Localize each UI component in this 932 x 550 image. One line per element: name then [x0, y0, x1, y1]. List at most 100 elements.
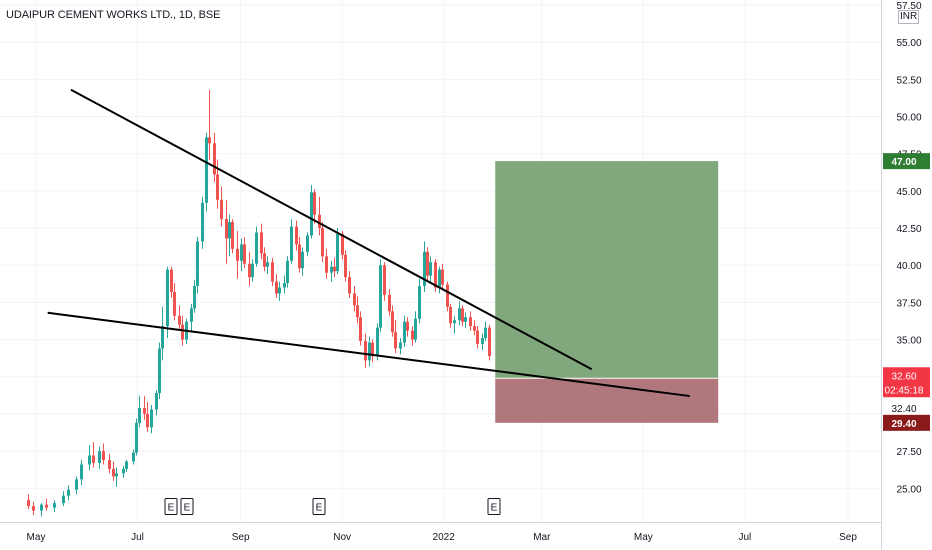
candle-body: [143, 407, 146, 414]
countdown-text: 02:45:18: [885, 385, 924, 396]
trendlines[interactable]: [47, 88, 691, 398]
candle-body: [205, 137, 208, 203]
candle-body: [40, 504, 43, 511]
candle-body: [138, 407, 141, 423]
entry-price-label-bg: [883, 400, 930, 417]
time-tick-label: Jul: [131, 532, 144, 543]
price-labels: 47.00 32.60 02:45:18 32.40 29.40: [883, 153, 930, 431]
candle-body: [399, 342, 402, 349]
candle-body: [53, 503, 56, 508]
candle-body: [231, 222, 234, 249]
candle-body: [318, 214, 321, 229]
candle-body: [220, 199, 223, 220]
target-zone[interactable]: [495, 161, 719, 379]
candle-body: [379, 265, 382, 328]
candle-body: [67, 489, 70, 496]
candle-body: [80, 464, 83, 480]
candle-body: [336, 233, 339, 272]
candle-body: [243, 244, 246, 264]
candle-body: [178, 315, 181, 325]
price-tick-label: 52.50: [896, 75, 921, 86]
candle-body: [286, 260, 289, 284]
trendline-lower[interactable]: [47, 311, 691, 398]
price-tick-label: 27.50: [896, 447, 921, 458]
candle-body: [146, 413, 149, 428]
time-axis[interactable]: May Jul Sep Nov 2022 Mar May Jul Sep: [0, 522, 881, 550]
candle-body: [201, 202, 204, 242]
price-tick-label: 57.50: [896, 1, 921, 12]
candle-body: [423, 251, 426, 287]
candle-body: [255, 232, 258, 264]
candle-body: [283, 283, 286, 288]
candle-body: [348, 277, 351, 294]
price-tick-label: 40.00: [896, 261, 921, 272]
candle-body: [295, 226, 298, 245]
candle-body: [414, 318, 417, 340]
currency-badge[interactable]: INR: [898, 10, 920, 24]
candle-body: [321, 228, 324, 257]
candle-body: [446, 284, 449, 307]
candle-body: [371, 342, 374, 356]
candle-body: [236, 248, 239, 261]
candle-body: [488, 327, 491, 356]
time-axis-background: [0, 522, 881, 550]
earnings-marker-box: [487, 498, 501, 515]
candle-body: [190, 308, 193, 322]
time-tick-label: 2022: [433, 532, 456, 543]
target-price-label-bg: [883, 153, 930, 170]
candle-body: [368, 342, 371, 361]
candle-body: [32, 506, 35, 511]
candle-body: [418, 286, 421, 319]
price-axis-background: [881, 0, 932, 550]
candle-body: [193, 286, 196, 309]
candle-body: [208, 137, 211, 144]
price-axis[interactable]: 25.0027.5030.0032.5035.0037.5040.0042.50…: [881, 0, 932, 550]
candle-body: [278, 287, 281, 294]
candle-body: [310, 192, 313, 236]
price-tick-label: 45.00: [896, 187, 921, 198]
candle-body: [275, 281, 278, 294]
symbol-title: UDAIPUR CEMENT WORKS LTD., 1D, BSE: [6, 9, 221, 21]
candle-body: [481, 338, 484, 345]
candle-body: [92, 455, 95, 463]
candle-body: [228, 222, 231, 239]
candle-body: [88, 455, 91, 465]
candle-body: [469, 317, 472, 327]
candle-body: [213, 143, 216, 175]
price-tick-label: 35.00: [896, 336, 921, 347]
earnings-marker-label: E: [491, 503, 498, 514]
candle-body: [434, 262, 437, 288]
candle-body: [158, 348, 161, 394]
candle-body: [225, 219, 228, 239]
time-tick-label: May: [634, 532, 653, 543]
price-tick-label: 42.50: [896, 224, 921, 235]
candle-body: [260, 232, 263, 254]
candle-body: [403, 321, 406, 343]
price-tick-label: 37.50: [896, 298, 921, 309]
candle-body: [27, 500, 30, 507]
candle-body: [125, 461, 128, 469]
candle-body: [406, 321, 409, 331]
candle-body: [301, 251, 304, 269]
candle-body: [75, 479, 78, 490]
candle-body: [441, 269, 444, 285]
price-tick-label: 25.00: [896, 484, 921, 495]
candle-body: [166, 269, 169, 327]
position-tool[interactable]: [495, 161, 719, 423]
earnings-marker-label: E: [168, 503, 175, 514]
trendline-upper[interactable]: [70, 88, 593, 371]
earnings-marker-box: [312, 498, 326, 515]
candle-body: [263, 253, 266, 267]
candle-body: [344, 254, 347, 278]
candle-body: [426, 251, 429, 276]
grid-lines: [0, 0, 881, 522]
candle-body: [341, 233, 344, 255]
earnings-marker-label: E: [184, 503, 191, 514]
candle-body: [383, 265, 386, 295]
candle-body: [353, 293, 356, 306]
candle-body: [356, 305, 359, 318]
candle-body: [464, 317, 467, 322]
candle-body: [313, 192, 316, 215]
earnings-marker-box: [180, 498, 194, 515]
